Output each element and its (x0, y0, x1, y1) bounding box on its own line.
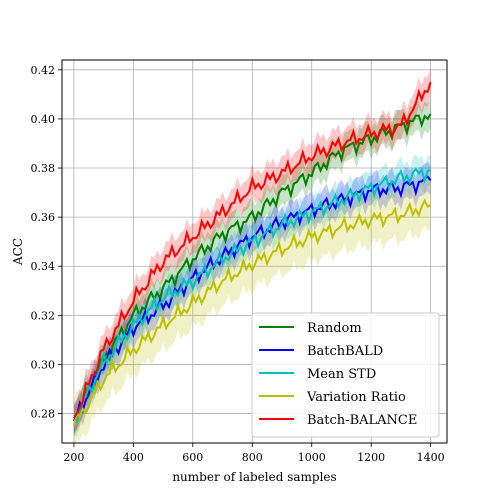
x-tick-label: 200 (63, 451, 84, 464)
legend-label: Batch-BALANCE (307, 413, 417, 428)
x-tick-label: 1400 (417, 451, 445, 464)
y-tick-label: 0.34 (31, 260, 56, 273)
y-tick-label: 0.40 (31, 113, 56, 126)
confidence-band (73, 99, 431, 436)
series-line (73, 81, 432, 419)
y-tick-label: 0.32 (31, 309, 56, 322)
legend-box (251, 312, 440, 438)
series-line (73, 167, 431, 423)
axis-ticks: 200 400 600 800 1000 1200 1400 0.28 0.30 0.32 0.34… (31, 64, 445, 464)
confidence-band (73, 176, 431, 451)
x-tick-label: 1000 (298, 451, 326, 464)
legend-label: Random (307, 321, 362, 336)
plot-frame (61, 59, 448, 444)
legend-label: BatchBALD (307, 344, 383, 359)
y-axis-label: ACC (11, 238, 25, 266)
x-tick-label: 800 (242, 451, 263, 464)
legend-label: Variation Ratio (306, 390, 406, 405)
legend-label: Mean STD (307, 367, 376, 382)
legend: Random BatchBALD Mean STD Variation Ratio Ba… (251, 312, 440, 438)
x-axis-label: number of labeled samples (172, 470, 336, 484)
series-line (72, 175, 432, 422)
x-tick-label: 1200 (357, 451, 385, 464)
x-tick-label: 600 (182, 451, 203, 464)
series-line (73, 113, 432, 422)
y-tick-label: 0.28 (31, 408, 56, 421)
y-tick-label: 0.36 (31, 211, 56, 224)
y-tick-label: 0.38 (31, 162, 56, 175)
y-tick-label: 0.42 (31, 64, 56, 77)
y-tick-label: 0.30 (31, 358, 56, 371)
x-tick-label: 400 (123, 451, 144, 464)
series-lines (72, 81, 432, 427)
series-line (72, 198, 432, 427)
grid (62, 60, 447, 443)
